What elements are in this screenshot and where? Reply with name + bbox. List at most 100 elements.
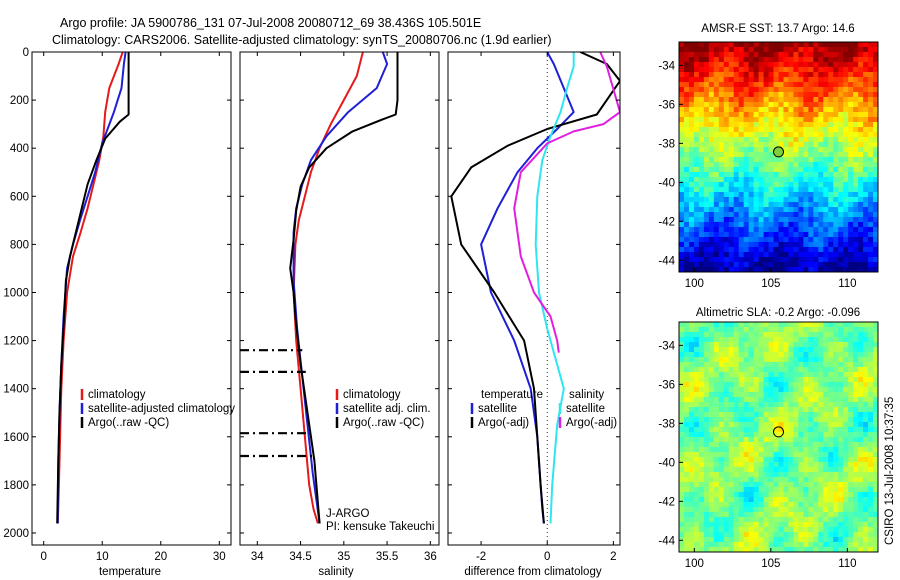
map-cell — [693, 227, 700, 233]
map-cell — [813, 337, 819, 343]
map-cell — [833, 412, 839, 418]
map-cell — [833, 57, 839, 63]
map-cell — [798, 47, 804, 53]
map-cell — [813, 162, 819, 168]
map-cell — [838, 247, 844, 253]
map-cell — [738, 387, 745, 393]
map-cell — [693, 357, 700, 363]
map-cell — [773, 162, 779, 168]
map-cell — [778, 252, 784, 258]
map-cell — [763, 372, 769, 378]
map-cell — [778, 217, 784, 223]
map-cell — [683, 232, 690, 238]
map-cell — [748, 182, 755, 188]
map-cell — [768, 402, 774, 408]
map-cell — [813, 197, 819, 203]
map-cell — [848, 102, 854, 108]
map-cell — [788, 257, 794, 263]
map-cell — [708, 132, 715, 138]
map-cell — [773, 52, 779, 58]
map-cell — [738, 172, 745, 178]
map-cell — [808, 457, 814, 463]
map-cell — [873, 242, 878, 248]
map-cell — [728, 397, 735, 403]
map-cell — [738, 402, 745, 408]
map-cell — [838, 152, 844, 158]
map-cell — [693, 47, 700, 53]
map-cell — [853, 397, 859, 403]
map-cell — [688, 77, 695, 83]
map-cell — [718, 57, 725, 63]
map-cell — [748, 147, 755, 153]
map-cell — [723, 477, 730, 483]
map-cell — [733, 537, 740, 543]
map-cell — [773, 42, 779, 48]
map-cell — [853, 532, 859, 538]
map-cell — [698, 147, 705, 153]
map-cell — [858, 422, 864, 428]
map-cell — [738, 442, 745, 448]
map-cell — [679, 152, 685, 158]
map-cell — [753, 452, 760, 458]
map-cell — [813, 92, 819, 98]
map-cell — [718, 187, 725, 193]
map-cell — [853, 102, 859, 108]
map-cell — [768, 212, 774, 218]
map-cell — [828, 152, 834, 158]
map-cell — [723, 212, 730, 218]
map-cell — [798, 102, 804, 108]
map-cell — [873, 517, 878, 523]
map-cell — [798, 57, 804, 63]
map-cell — [723, 412, 730, 418]
figure-title-line1: Argo profile: JA 5900786_131 07-Jul-2008… — [60, 16, 481, 30]
map-cell — [703, 547, 710, 552]
map-cell — [763, 492, 769, 498]
map-cell — [833, 177, 839, 183]
map-cell — [833, 247, 839, 253]
map-cell — [818, 422, 824, 428]
map-cell — [808, 417, 814, 423]
map-cell — [803, 477, 809, 483]
map-cell — [693, 107, 700, 113]
map-cell — [828, 527, 834, 533]
map-cell — [858, 417, 864, 423]
map-cell — [828, 137, 834, 143]
map-cell — [728, 457, 735, 463]
map-cell — [758, 197, 764, 203]
map-cell — [758, 537, 764, 543]
map-cell — [679, 522, 685, 528]
map-cell — [803, 217, 809, 223]
map-cell — [818, 512, 824, 518]
map-cell — [718, 67, 725, 73]
map-cell — [858, 107, 864, 113]
map-cell — [793, 367, 799, 373]
map-cell — [863, 487, 869, 493]
map-cell — [733, 162, 740, 168]
map-cell — [788, 462, 794, 468]
map-cell — [798, 427, 804, 433]
map-cell — [793, 122, 799, 128]
map-cell — [763, 467, 769, 473]
map-cell — [688, 467, 695, 473]
map-cell — [808, 162, 814, 168]
map-cell — [858, 42, 864, 48]
map-cell — [823, 177, 829, 183]
map-cell — [723, 67, 730, 73]
map-cell — [728, 407, 735, 413]
map-cell — [788, 402, 794, 408]
map-cell — [748, 172, 755, 178]
map-cell — [679, 192, 685, 198]
map-cell — [783, 182, 789, 188]
map-cell — [848, 467, 854, 473]
map-cell — [808, 542, 814, 548]
map-cell — [753, 482, 760, 488]
map-cell — [778, 172, 784, 178]
map-cell — [758, 427, 764, 433]
map-cell — [733, 177, 740, 183]
map-cell — [748, 477, 755, 483]
map-cell — [848, 142, 854, 148]
map-cell — [838, 447, 844, 453]
map-cell — [828, 457, 834, 463]
map-cell — [788, 492, 794, 498]
map-cell — [778, 52, 784, 58]
